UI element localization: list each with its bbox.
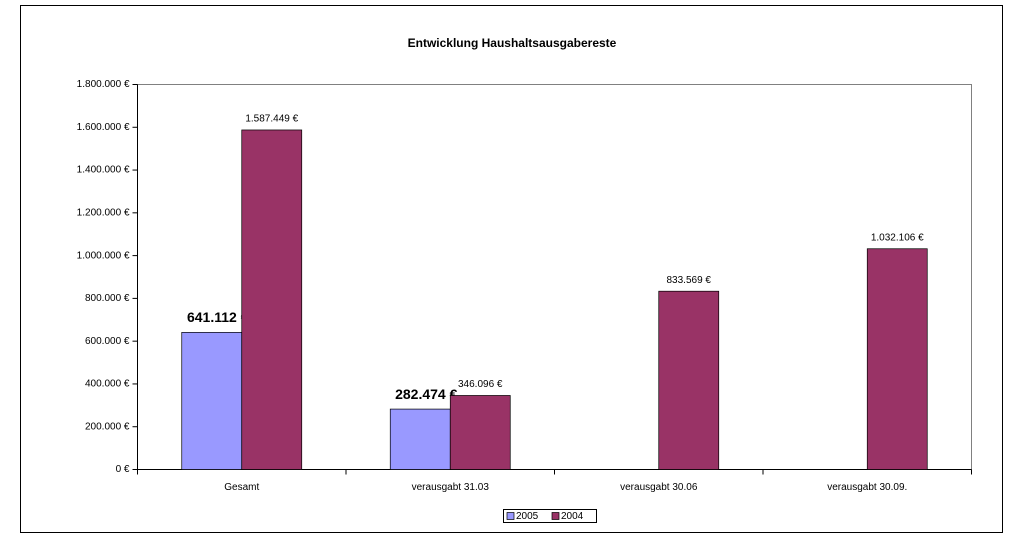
bar [241,129,303,470]
legend-box [503,509,597,523]
x-tick-label: verausgabt 31.03 [412,482,490,493]
y-tick-label: 0 € [116,464,130,475]
legend-label: 2005 [516,511,539,522]
x-tick-label: verausgabt 30.09. [827,482,907,493]
chart-title: Entwicklung Haushaltsausgabereste [408,36,617,50]
y-tick-label: 1.800.000 € [77,79,130,90]
y-tick-label: 1.200.000 € [77,207,130,218]
legend-swatch [506,512,515,520]
y-tick-label: 1.000.000 € [77,250,130,261]
value-label: 641.112 € [187,309,249,325]
value-label: 346.096 € [458,379,503,390]
value-label: 1.587.449 € [245,114,298,125]
y-tick-label: 600.000 € [85,336,130,347]
x-tick-label: verausgabt 30.06 [620,482,698,493]
y-tick-label: 400.000 € [85,379,130,390]
bar [866,248,928,470]
value-label: 1.032.106 € [871,232,924,243]
bar [389,408,451,470]
bar [181,332,243,470]
y-tick-label: 1.600.000 € [77,122,130,133]
legend-swatch [551,512,560,520]
y-tick-label: 200.000 € [85,421,130,432]
value-label: 833.569 € [667,275,712,286]
value-label: 282.474 € [395,386,457,402]
bar [449,395,511,470]
bar [658,290,720,470]
legend-label: 2004 [561,511,584,522]
x-tick-label: Gesamt [224,482,259,493]
y-tick-label: 1.400.000 € [77,165,130,176]
y-tick-label: 800.000 € [85,293,130,304]
